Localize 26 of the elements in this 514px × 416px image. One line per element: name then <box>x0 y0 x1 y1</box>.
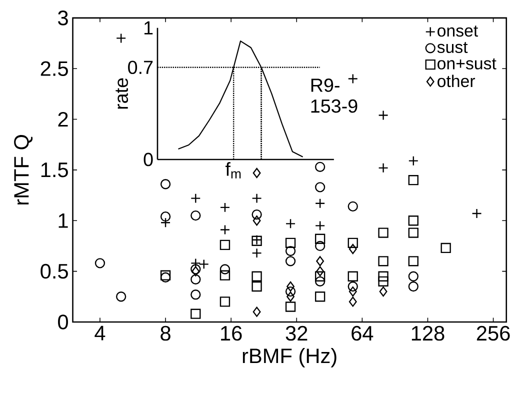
legend-label: other <box>438 74 476 88</box>
y-tick-label: 1 <box>144 22 153 35</box>
y-tick-label: 0 <box>144 152 153 166</box>
annotation: R9-153-9 <box>311 78 358 113</box>
x-axis-title: rBMF (Hz) <box>242 348 336 368</box>
x-tick-label: 256 <box>476 326 510 341</box>
legend-label: onset <box>438 26 478 37</box>
y-tick-label: 0.7 <box>128 60 153 74</box>
y-tick-label: 0 <box>58 314 68 330</box>
x-tick-label: 16 <box>221 326 242 341</box>
x-tick-label: 32 <box>286 326 308 341</box>
legend-label: on+sust <box>438 58 496 70</box>
y-axis-title: rMTF Q <box>14 135 33 205</box>
y-tick-label: 2.5 <box>40 61 68 76</box>
y-tick-label: 1.5 <box>41 162 68 178</box>
y-tick-label: 2 <box>58 112 68 127</box>
y-tick-label: 1 <box>58 214 68 228</box>
y-tick-label: 3 <box>58 10 68 26</box>
x-tick-label: 64 <box>352 326 374 341</box>
x-tick-label: 4 <box>94 326 106 340</box>
x-tick-label: 128 <box>412 326 444 341</box>
annotation: f$_{m}$ <box>226 162 241 179</box>
y-axis-title: rate <box>116 78 128 109</box>
x-tick-label: 8 <box>160 326 170 341</box>
legend-label: sust <box>437 42 468 54</box>
y-tick-label: 0.5 <box>40 264 68 279</box>
